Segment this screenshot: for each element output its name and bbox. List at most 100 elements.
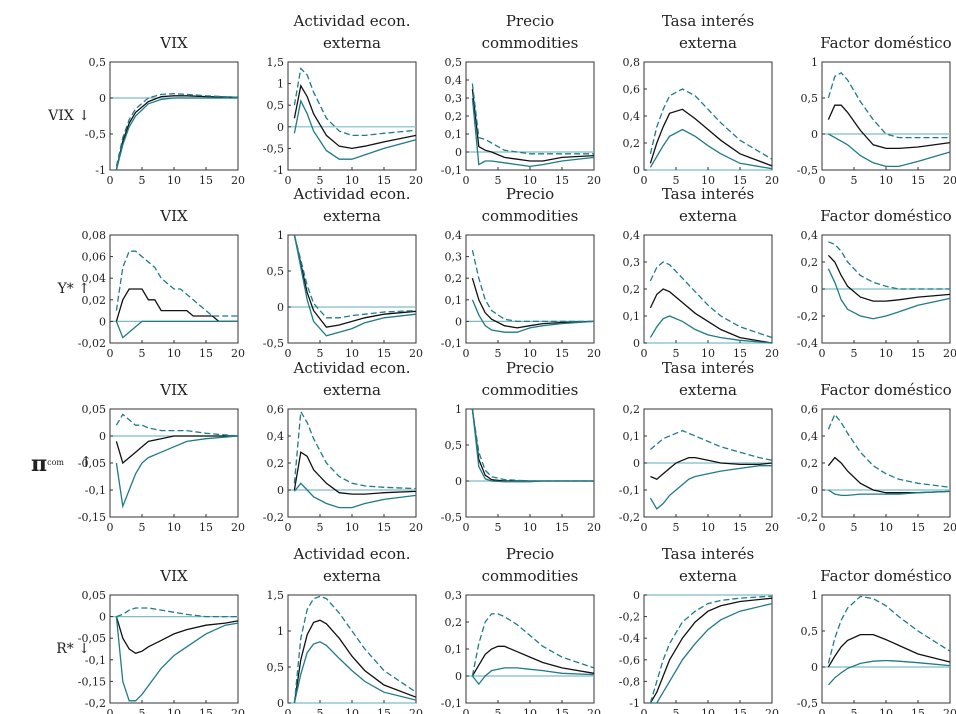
x-tick-label: 10	[345, 174, 359, 187]
y-tick-label: 0,5	[89, 56, 107, 69]
y-tick-label: -0,5	[263, 142, 284, 155]
x-tick-label: 20	[231, 521, 245, 534]
series-upper	[471, 408, 594, 482]
y-tick-label: 0,2	[801, 457, 819, 470]
series-upper	[116, 607, 238, 618]
series-upper	[471, 83, 594, 155]
y-tick-label: 0,4	[623, 110, 641, 123]
x-tick-label: 5	[673, 521, 680, 534]
x-tick-label: 0	[641, 521, 648, 534]
series-upper	[649, 88, 773, 160]
y-tick-label: 0,3	[623, 256, 641, 269]
series-lower	[115, 616, 239, 702]
series-upper	[827, 413, 951, 488]
x-tick-label: 0	[819, 707, 826, 714]
series-lower	[471, 299, 595, 333]
panel-title-line2: externa	[679, 207, 737, 225]
x-tick-label: 0	[107, 347, 114, 360]
y-tick-label: -1	[95, 164, 106, 177]
x-tick-label: 10	[167, 174, 181, 187]
series-upper	[115, 413, 239, 437]
y-tick-label: -0,1	[441, 697, 462, 710]
series-upper	[649, 429, 773, 461]
x-tick-label: 20	[943, 521, 956, 534]
x-tick-label: 0	[819, 347, 826, 360]
y-tick-label: 0	[277, 301, 284, 314]
y-tick-label: 0,5	[267, 661, 285, 674]
series-median	[827, 104, 951, 150]
y-tick-label: 0	[455, 315, 462, 328]
series-median	[471, 88, 595, 162]
row-label-main: π	[31, 451, 47, 477]
y-tick-label: -0,05	[78, 457, 106, 470]
x-tick-label: 15	[377, 174, 391, 187]
x-tick-label: 0	[285, 707, 292, 714]
series-median	[649, 288, 773, 344]
y-tick-label: 0,6	[623, 83, 641, 96]
y-tick-label: -0,5	[797, 697, 818, 710]
series-lower	[827, 659, 951, 686]
x-tick-label: 0	[641, 347, 648, 360]
y-tick-label: 0,05	[82, 589, 107, 602]
y-tick-label: 0,3	[445, 92, 463, 105]
x-tick-label: 20	[231, 347, 245, 360]
y-tick-label: -0,1	[85, 484, 106, 497]
series-median	[827, 633, 951, 668]
x-tick-label: 20	[765, 347, 779, 360]
x-tick-label: 5	[317, 521, 324, 534]
x-tick-label: 10	[167, 707, 181, 714]
series-upper	[115, 250, 238, 317]
panel-title-line2: commodities	[482, 567, 579, 585]
y-tick-label: 0	[633, 164, 640, 177]
y-tick-label: 0	[99, 92, 106, 105]
y-tick-label: -0,5	[85, 128, 106, 141]
series-lower	[115, 320, 238, 339]
y-tick-label: 0,2	[445, 272, 463, 285]
plot-frame	[465, 408, 595, 518]
y-tick-label: 0,4	[445, 74, 463, 87]
y-tick-label: 0,4	[267, 430, 285, 443]
panel-title: VIX	[159, 381, 188, 399]
series-median	[649, 597, 773, 704]
y-tick-label: 0,5	[445, 439, 463, 452]
y-tick-label: 0	[455, 670, 462, 683]
x-tick-label: 10	[523, 174, 537, 187]
x-tick-label: 20	[765, 174, 779, 187]
y-tick-label: 0	[277, 697, 284, 710]
x-tick-label: 0	[641, 174, 648, 187]
series-upper	[827, 595, 951, 664]
x-tick-label: 0	[107, 174, 114, 187]
panel-title-line1: Actividad econ.	[293, 359, 411, 377]
panel-title-line1: Tasa interés	[662, 12, 754, 30]
x-tick-label: 0	[463, 707, 470, 714]
series-lower	[649, 315, 773, 344]
x-tick-label: 15	[911, 521, 925, 534]
x-tick-label: 15	[733, 707, 747, 714]
series-lower	[471, 408, 594, 483]
plot-frame	[287, 61, 417, 171]
x-tick-label: 10	[701, 174, 715, 187]
y-tick-label: 0	[99, 315, 106, 328]
y-tick-label: 0,05	[82, 403, 107, 416]
y-tick-label: 0,2	[623, 283, 641, 296]
y-tick-label: -0,15	[78, 511, 106, 524]
y-tick-label: 0,1	[445, 294, 463, 307]
plot-frame	[109, 408, 239, 518]
series-lower	[650, 602, 773, 704]
row-label-1: Y* ↑	[57, 281, 90, 297]
panel-title-line1: Precio	[506, 185, 554, 203]
panel-title: Factor doméstico	[820, 34, 951, 52]
y-tick-label: 1	[811, 56, 818, 69]
x-tick-label: 0	[819, 521, 826, 534]
panel-title: Factor doméstico	[820, 567, 951, 585]
x-tick-label: 20	[943, 707, 956, 714]
x-tick-label: 5	[851, 347, 858, 360]
series-upper	[827, 71, 950, 139]
y-tick-label: -0,5	[441, 511, 462, 524]
y-tick-label: 0,2	[267, 457, 285, 470]
row-label-2: πcom	[31, 451, 64, 477]
y-tick-label: -0,2	[85, 697, 106, 710]
y-tick-label: -0,5	[797, 164, 818, 177]
x-tick-label: 5	[139, 707, 146, 714]
panel-title-line1: Actividad econ.	[293, 12, 411, 30]
